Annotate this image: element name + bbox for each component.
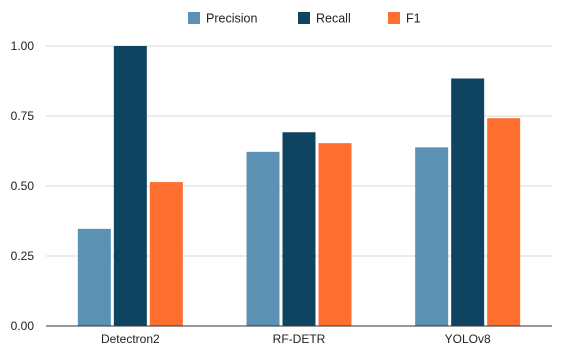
bar-recall-detectron2: [113, 46, 147, 326]
x-tick-label: YOLOv8: [445, 332, 491, 345]
legend-label-precision: Precision: [206, 12, 257, 26]
y-tick-label: 0.25: [11, 249, 35, 263]
bar-f1-rf-detr: [318, 143, 352, 326]
bar-precision-yolov8: [415, 147, 449, 326]
x-tick-label: Detectron2: [101, 332, 160, 345]
bar-f1-yolov8: [487, 118, 521, 327]
legend-swatch-recall: [298, 12, 310, 24]
y-axis: 0.00 0.25 0.50 0.75 1.00: [11, 39, 35, 333]
legend: Precision Recall F1: [188, 12, 421, 26]
bar-f1-detectron2: [149, 182, 183, 326]
bars: [77, 46, 521, 327]
y-tick-label: 0.00: [11, 319, 35, 333]
y-tick-label: 1.00: [11, 39, 35, 53]
x-tick-label: RF-DETR: [273, 332, 326, 345]
bar-recall-rf-detr: [282, 132, 316, 326]
legend-swatch-f1: [388, 12, 400, 24]
legend-label-recall: Recall: [316, 12, 351, 26]
legend-label-f1: F1: [406, 12, 421, 26]
y-tick-label: 0.75: [11, 109, 35, 123]
bar-precision-rf-detr: [246, 151, 280, 326]
bar-precision-detectron2: [77, 228, 111, 326]
y-tick-label: 0.50: [11, 179, 35, 193]
legend-swatch-precision: [188, 12, 200, 24]
x-axis: Detectron2 RF-DETR YOLOv8: [46, 325, 552, 346]
bar-recall-yolov8: [451, 78, 485, 326]
